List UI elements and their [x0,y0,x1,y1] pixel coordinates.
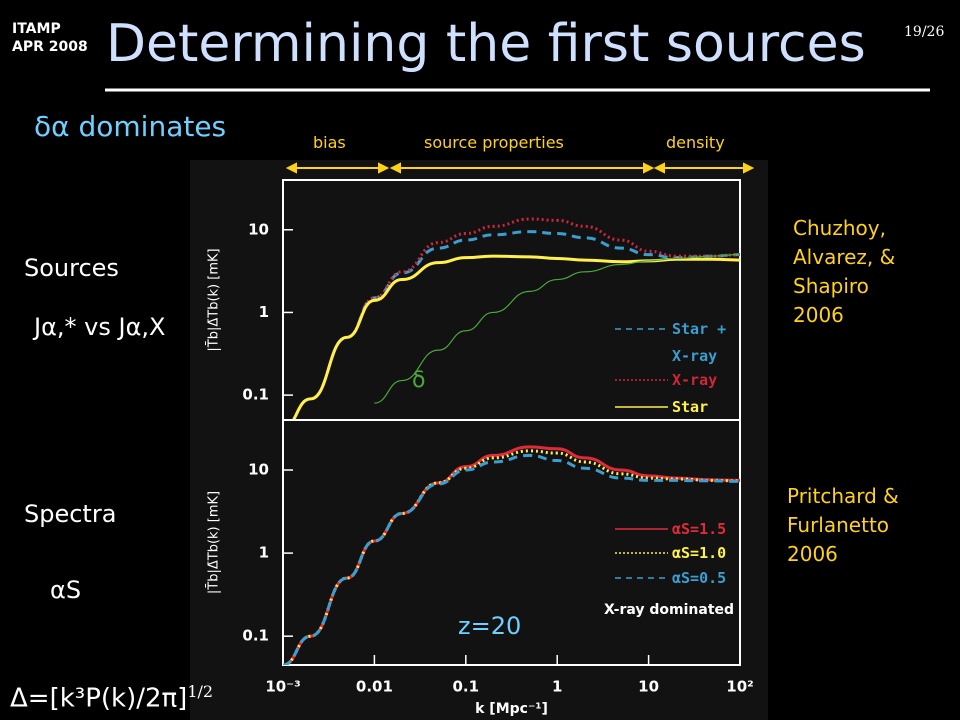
y-tick-label: 1 [259,303,269,321]
curve-label: δ [412,368,426,393]
formula-exponent: 1/2 [187,682,214,701]
formula: Δ=[k³P(k)/2π]1/2 [10,682,213,714]
x-tick-label: 0.01 [356,678,393,696]
page-number: 19/26 [904,24,945,40]
series-line [291,230,740,420]
series-line [283,449,740,665]
formula-main: Δ=[k³P(k)/2π] [10,683,188,714]
x-tick-label: 10 [638,678,659,696]
legend-label: αS=1.0 [672,544,727,562]
sources: Sources [24,254,119,282]
series-group [291,217,740,420]
annotation: X-ray dominated [604,602,735,618]
source-properties-label: source properties [424,133,564,152]
density-label: density [666,133,725,152]
legend-label: αS=1.5 [672,520,727,538]
annotation: z=20 [458,612,522,640]
spectra-sub: αS [50,576,82,604]
sources-sub: Jα,* vs Jα,X [34,313,166,341]
series-line [374,254,740,404]
slide-title: Determining the first sources [106,14,866,74]
x-axis-label: k [Mpc⁻¹] [475,701,548,717]
x-tick-label: 10² [726,678,753,696]
y-tick-label: 10 [248,220,269,238]
legend-label: αS=0.5 [672,569,727,587]
bias-label: bias [313,133,346,152]
y-tick-label: 0.1 [242,627,269,645]
legend-label: X-ray [672,371,718,389]
y-tick-label: 10 [248,461,269,479]
legend-label: Star [672,398,709,416]
reference-bottom: Pritchard & Furlanetto 2006 [787,484,899,566]
y-axis-label: |T̄b|Δ̄Tb(k) [mK] [206,491,221,594]
range-arrows [285,162,755,174]
legend-label: Star + X-ray [672,320,727,365]
spectra: Spectra [24,500,117,528]
venue: ITAMP APR 2008 [12,21,88,55]
series-group [283,445,740,665]
y-tick-label: 1 [259,544,269,562]
y-tick-label: 0.1 [242,386,269,404]
x-tick-label: 0.1 [453,678,480,696]
figure-background [190,160,768,720]
plot-frame [282,419,741,666]
series-line [283,453,740,665]
x-tick-label: 1 [552,678,562,696]
x-tick-label: 10⁻³ [265,678,300,696]
y-axis-label: |T̄b|Δ̄Tb(k) [mK] [206,248,221,351]
reference-top: Chuzhoy, Alvarez, & Shapiro 2006 [793,216,896,327]
dominates: δα dominates [34,110,227,143]
